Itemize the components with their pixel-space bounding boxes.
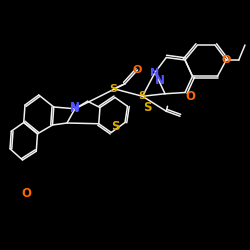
Text: N: N: [155, 74, 165, 86]
Text: O: O: [222, 55, 231, 65]
Text: O: O: [133, 65, 142, 75]
Text: S: S: [110, 84, 118, 94]
Text: O: O: [21, 187, 31, 200]
Text: N: N: [150, 68, 160, 78]
Text: S: S: [143, 101, 152, 114]
Text: N: N: [70, 101, 80, 114]
Text: S: S: [138, 91, 146, 101]
Text: S: S: [111, 120, 119, 133]
Text: N: N: [70, 104, 80, 114]
Text: O: O: [185, 90, 195, 103]
